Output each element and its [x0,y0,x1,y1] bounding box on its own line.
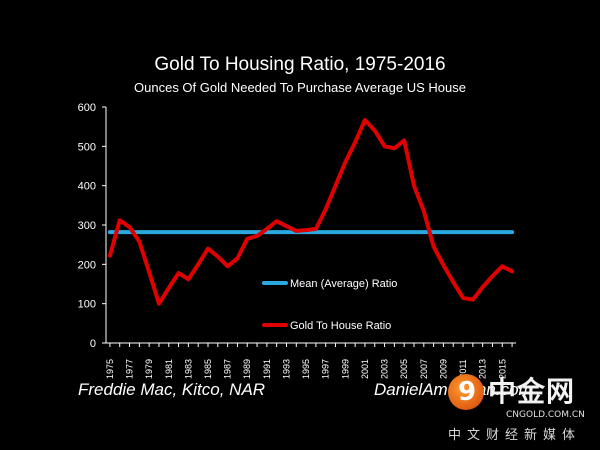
x-tick-label: 1985 [203,359,213,379]
y-tick-label: 500 [78,141,96,153]
y-tick-label: 200 [78,259,96,271]
x-tick-label: 2015 [497,359,507,379]
y-tick-label: 0 [90,338,96,350]
legend-label-mean: Mean (Average) Ratio [290,278,397,290]
x-tick-label: 2013 [478,359,488,379]
axes: 0 100 200 300 400 500 600 1975 1977 1979 1981 1983 1… [78,102,516,379]
x-tick-label: 1997 [321,359,331,379]
x-tick-label: 1983 [183,359,193,379]
x-tick-label: 1991 [262,359,272,379]
logo-tagline: 中文财经新媒体 [448,428,582,443]
chart-subtitle: Ounces Of Gold Needed To Purchase Averag… [134,80,466,95]
x-tick-label: 1989 [242,359,252,379]
watermark-logo: 9 中金网 CNGOLD.COM.CN 中文财经新媒体 [448,372,598,444]
legend-label-ratio: Gold To House Ratio [290,320,391,332]
x-tick-label: 2001 [360,359,370,379]
y-tick-label: 300 [78,220,96,232]
source-credit: Freddie Mac, Kitco, NAR [78,380,266,399]
gold-house-ratio-line [107,118,515,306]
x-tick-label: 1993 [281,359,291,379]
x-tick-label: 1979 [144,359,154,379]
y-tick-label: 100 [78,299,96,311]
y-tick-label: 600 [78,102,96,114]
y-tick-label: 400 [78,181,96,193]
chart-title: Gold To Housing Ratio, 1975-2016 [154,54,445,75]
x-tick-label: 1995 [301,359,311,379]
x-tick-label: 2005 [399,359,409,379]
logo-mark: 9 [458,377,477,407]
logo-name: 中金网 [488,375,576,408]
x-tick-label: 1987 [223,359,233,379]
legend: Mean (Average) Ratio Gold To House Ratio [262,278,397,332]
logo-badge-icon [448,374,484,410]
series-layer [107,118,515,306]
x-tick-label: 2009 [438,359,448,379]
x-tick-label: 1999 [340,359,350,379]
x-tick-label: 2003 [380,359,390,379]
x-tick-label: 1981 [164,359,174,379]
x-tick-label: 2007 [419,359,429,379]
logo-url: CNGOLD.COM.CN [506,410,585,420]
x-tick-label: 2011 [458,359,468,378]
x-tick-label: 1977 [125,359,135,379]
x-tick-label: 1975 [105,359,115,379]
